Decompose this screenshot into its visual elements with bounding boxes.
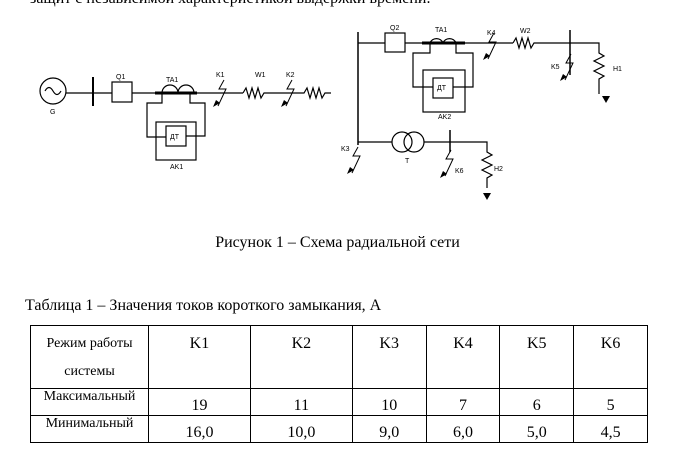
label-ak2: AK2	[438, 114, 451, 121]
label-h2: H2	[494, 166, 503, 173]
transformer-symbol	[391, 131, 413, 153]
label-t: T	[405, 158, 410, 165]
table-cell: 6,0	[425, 415, 501, 443]
label-ak1: AK1	[170, 164, 183, 171]
header-cell: K3	[351, 325, 427, 389]
generator-symbol	[39, 77, 67, 105]
label-k1: K1	[216, 72, 225, 79]
fault-k6-icon	[444, 149, 454, 177]
table-header-row: Режим работы системы K1 K2 K3 K4 K5 K6	[30, 325, 648, 389]
fault-k2-icon	[285, 79, 295, 107]
relay-dt1	[165, 125, 187, 147]
table-cell: 9,0	[351, 415, 427, 443]
table-cell: Минимальный	[30, 415, 149, 443]
header-cell: K6	[573, 325, 648, 389]
label-dt1: ДТ	[170, 134, 180, 141]
table-cell: 19	[148, 388, 251, 416]
label-k4: K4	[487, 30, 496, 37]
table-cell: 10	[351, 388, 427, 416]
label-k3: K3	[341, 146, 350, 153]
radial-network-diagram: G Q1 TA1 K1 W1 K2 ДТ AK1 Q2 TA1 K4 W2 K5…	[39, 25, 622, 200]
label-k5: K5	[551, 64, 560, 71]
short-circuit-currents-table: Режим работы системы K1 K2 K3 K4 K5 K6 М…	[30, 325, 648, 443]
table-cell: 10,0	[249, 415, 353, 443]
table-cell: 7	[425, 388, 501, 416]
label-k6: K6	[455, 168, 464, 175]
table-cell: Максимальный	[30, 388, 149, 416]
relay-dt2	[432, 77, 454, 99]
label-q2: Q2	[390, 25, 399, 32]
table-cell: 11	[249, 388, 353, 416]
table-cell: 4,5	[573, 415, 648, 443]
figure-caption: Рисунок 1 – Схема радиальной сети	[215, 234, 460, 251]
table-cell: 6	[499, 388, 575, 416]
label-w1: W1	[255, 72, 266, 79]
fault-k3-icon	[351, 146, 361, 174]
table-row: Минимальный 16,0 10,0 9,0 6,0 5,0 4,5	[30, 415, 648, 443]
breaker-q2	[384, 32, 406, 53]
header-cell: K1	[148, 325, 251, 389]
label-w2: W2	[520, 28, 531, 35]
table-cell: 5,0	[499, 415, 575, 443]
fault-k4-icon	[487, 32, 497, 60]
fault-k5-icon	[564, 53, 574, 81]
intro-text: защит с независимой характеристикой выде…	[30, 0, 430, 8]
fault-k1-icon	[217, 79, 227, 107]
table-row: Максимальный 19 11 10 7 6 5	[30, 388, 648, 416]
table-title: Таблица 1 – Значения токов короткого зам…	[25, 297, 382, 314]
label-k2: K2	[286, 72, 295, 79]
label-q1: Q1	[116, 74, 125, 81]
breaker-q1	[111, 81, 133, 103]
table-cell: 5	[573, 388, 648, 416]
label-h1: H1	[613, 66, 622, 73]
label-dt2: ДТ	[437, 85, 447, 92]
label-g: G	[50, 109, 55, 116]
header-cell: K2	[249, 325, 353, 389]
header-cell: K4	[425, 325, 501, 389]
label-ta1-2: TA1	[435, 27, 447, 34]
label-ta1: TA1	[166, 77, 178, 84]
header-cell: K5	[499, 325, 575, 389]
header-cell: Режим работы системы	[30, 325, 149, 389]
table-cell: 16,0	[148, 415, 251, 443]
